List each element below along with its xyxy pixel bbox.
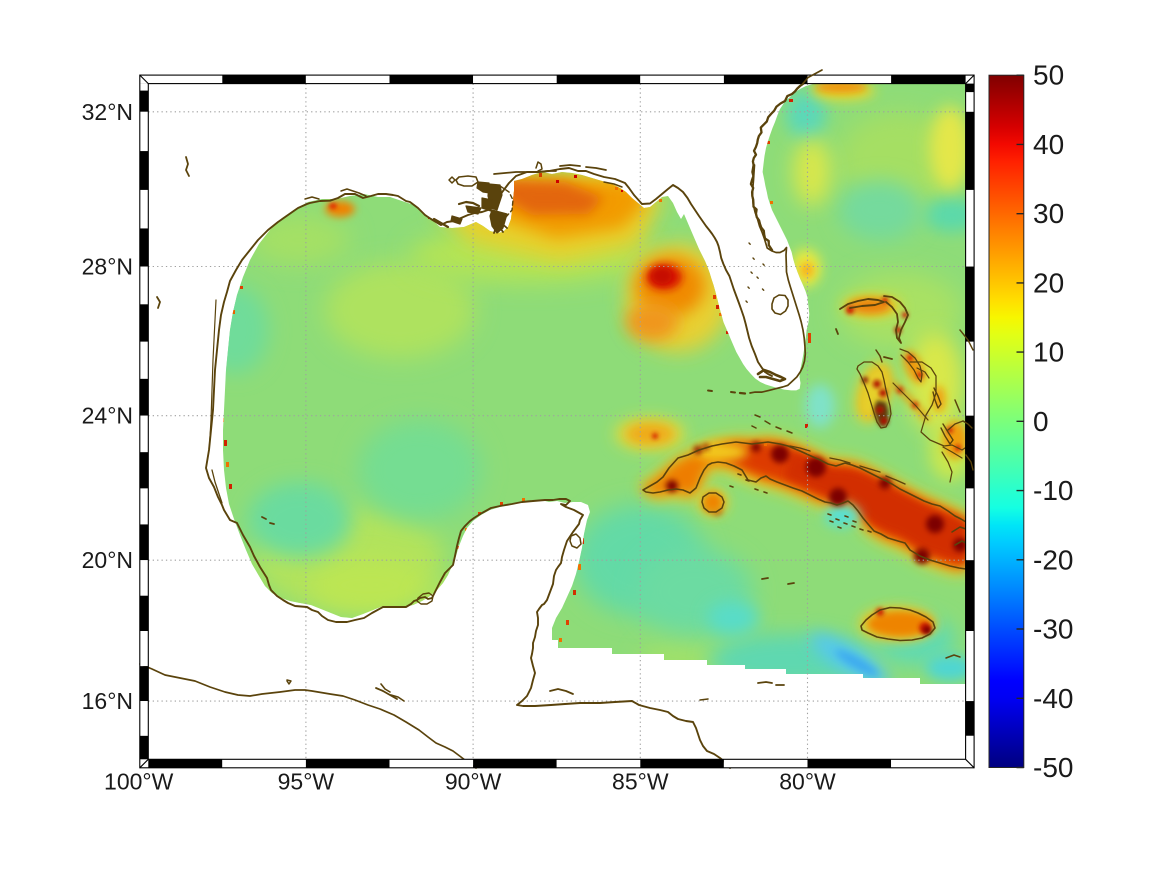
svg-text:-40: -40: [1033, 683, 1073, 714]
svg-text:-10: -10: [1033, 475, 1073, 506]
svg-text:80°W: 80°W: [779, 769, 836, 795]
svg-text:30: 30: [1033, 198, 1064, 229]
svg-text:100°W: 100°W: [104, 769, 174, 795]
svg-text:28°N: 28°N: [82, 254, 133, 280]
svg-text:-30: -30: [1033, 614, 1073, 645]
svg-text:10: 10: [1033, 337, 1064, 368]
svg-text:50: 50: [1033, 60, 1064, 91]
svg-text:0: 0: [1033, 406, 1049, 437]
svg-text:-20: -20: [1033, 544, 1073, 575]
svg-text:90°W: 90°W: [445, 769, 502, 795]
svg-text:95°W: 95°W: [278, 769, 335, 795]
svg-text:-50: -50: [1033, 752, 1073, 783]
svg-text:16°N: 16°N: [82, 688, 133, 714]
svg-text:20°N: 20°N: [82, 547, 133, 573]
svg-text:85°W: 85°W: [612, 769, 669, 795]
svg-text:40: 40: [1033, 129, 1064, 160]
svg-text:20: 20: [1033, 267, 1064, 298]
svg-text:24°N: 24°N: [82, 403, 133, 429]
svg-text:32°N: 32°N: [82, 99, 133, 125]
